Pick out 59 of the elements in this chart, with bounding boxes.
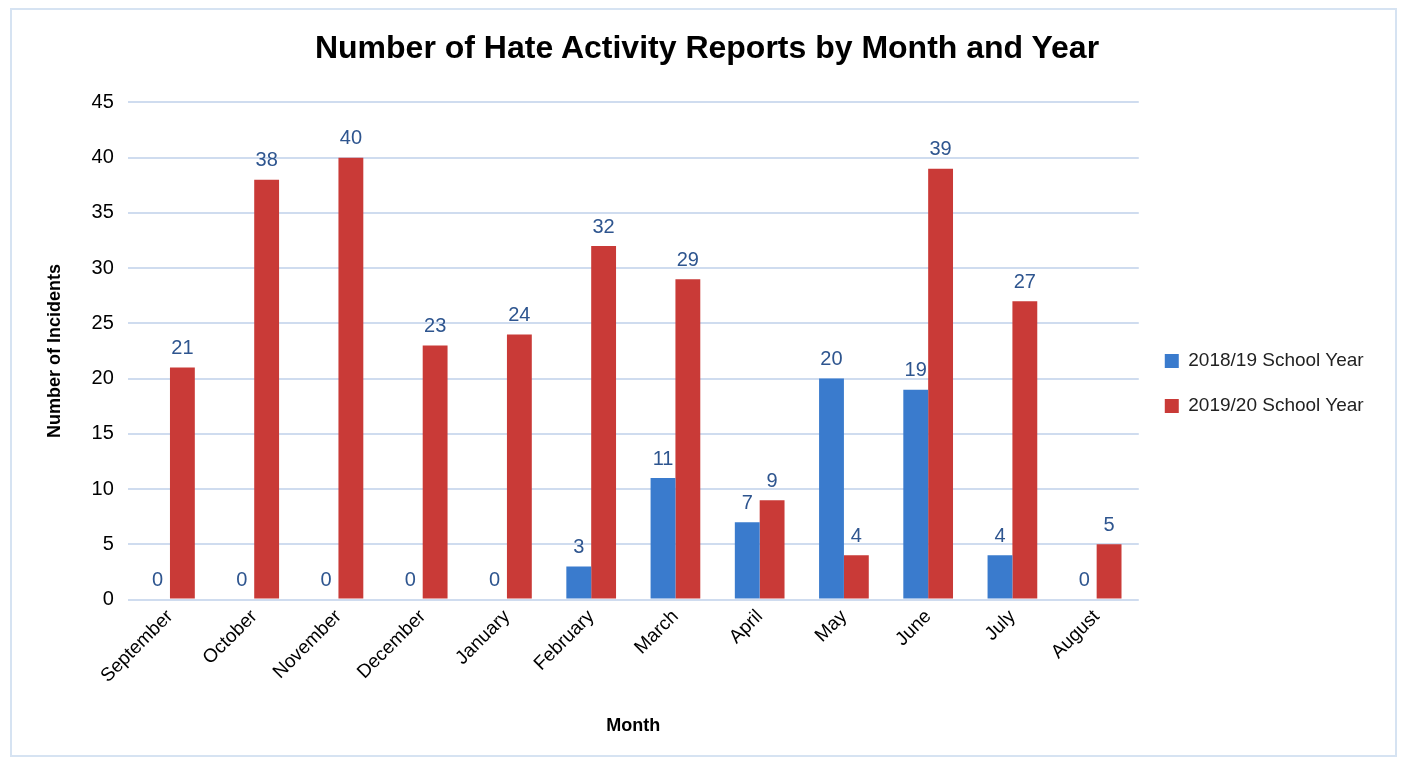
y-tick-label: 35 xyxy=(91,200,114,223)
data-label: 19 xyxy=(904,358,927,381)
bar xyxy=(759,500,785,599)
data-label: 39 xyxy=(929,137,952,160)
data-label: 27 xyxy=(1013,269,1036,292)
bar xyxy=(169,367,195,599)
y-tick-label: 30 xyxy=(91,255,114,278)
bar xyxy=(819,378,844,599)
data-label: 11 xyxy=(652,446,674,469)
data-label: 38 xyxy=(255,148,278,171)
y-tick-label: 15 xyxy=(91,421,114,444)
x-tick-label: July xyxy=(980,604,1020,645)
x-tick-label: May xyxy=(810,604,851,646)
data-label: 40 xyxy=(339,126,363,149)
y-tick-label: 40 xyxy=(91,145,114,168)
data-label: 23 xyxy=(424,313,447,336)
chart-title: Number of Hate Activity Reports by Month and Year xyxy=(314,29,1100,66)
x-axis-title: Month xyxy=(606,715,661,736)
data-label: 32 xyxy=(592,214,615,237)
data-label: 20 xyxy=(820,347,843,370)
data-label: 24 xyxy=(508,302,531,325)
data-label: 5 xyxy=(1103,512,1115,535)
y-axis-title: Number of Incidents xyxy=(43,263,64,438)
bar xyxy=(591,246,617,599)
y-tick-label: 20 xyxy=(91,366,114,389)
data-label: 21 xyxy=(171,336,194,359)
bar xyxy=(1012,301,1038,599)
data-label: 4 xyxy=(850,523,862,546)
data-label: 29 xyxy=(676,247,699,270)
legend-label: 2018/19 School Year xyxy=(1188,349,1365,371)
y-tick-label: 5 xyxy=(102,531,114,554)
data-label: 0 xyxy=(1078,568,1090,591)
bar xyxy=(566,566,592,599)
bar xyxy=(734,522,760,599)
data-label: 0 xyxy=(320,568,332,591)
bar xyxy=(987,555,1013,599)
bar xyxy=(1096,544,1122,599)
data-label: 3 xyxy=(573,534,585,557)
y-tick-label: 10 xyxy=(91,476,114,499)
data-label: 4 xyxy=(994,523,1006,546)
data-label: 0 xyxy=(488,568,501,591)
bar xyxy=(254,179,280,599)
y-tick-label: 25 xyxy=(91,310,114,333)
y-tick-label: 45 xyxy=(91,89,114,112)
data-label: 0 xyxy=(404,568,416,591)
y-tick-label: 0 xyxy=(102,587,114,610)
data-label: 0 xyxy=(236,568,248,591)
data-label: 0 xyxy=(151,568,164,591)
data-label: 7 xyxy=(741,490,753,513)
bar xyxy=(928,168,954,599)
bar xyxy=(675,279,701,599)
legend-label: 2019/20 School Year xyxy=(1188,394,1365,416)
bar xyxy=(843,555,869,599)
bar xyxy=(422,345,448,599)
data-label: 9 xyxy=(766,468,778,491)
bar xyxy=(650,478,676,599)
bar xyxy=(903,389,929,599)
bar xyxy=(506,334,532,599)
bar xyxy=(338,157,364,599)
